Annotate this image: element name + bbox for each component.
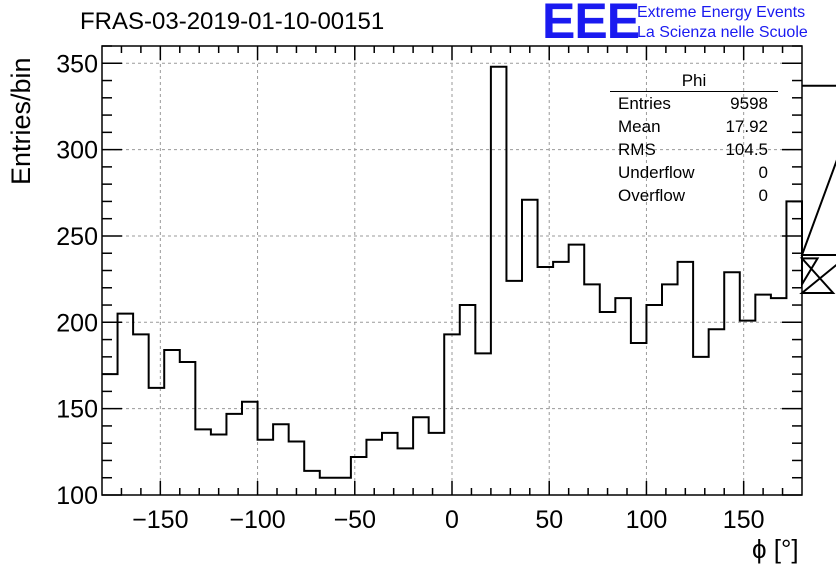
x-tick-label: 150 xyxy=(723,506,765,534)
axis-ticks xyxy=(102,45,802,496)
stats-row-rms: RMS 104.5 xyxy=(610,138,778,161)
stats-row-mean: Mean 17.92 xyxy=(610,115,778,138)
y-tick-label: 100 xyxy=(56,482,98,510)
stats-value: 104.5 xyxy=(725,140,768,159)
y-axis-label: Entries/bin xyxy=(6,57,36,185)
stats-box: Phi Entries 9598 Mean 17.92 RMS 104.5 Un… xyxy=(610,70,778,207)
stats-label: RMS xyxy=(618,140,656,159)
x-tick-label: 100 xyxy=(626,506,668,534)
stats-label: Entries xyxy=(618,94,671,113)
stats-row-overflow: Overflow 0 xyxy=(610,184,778,207)
y-tick-label: 250 xyxy=(56,223,98,251)
x-tick-label: −150 xyxy=(132,506,188,534)
x-tick-label: 50 xyxy=(535,506,563,534)
stats-label: Overflow xyxy=(618,186,686,205)
stats-row-entries: Entries 9598 xyxy=(610,92,778,115)
stats-value: 0 xyxy=(758,186,768,205)
logo-text: Extreme Energy Events La Scienza nelle S… xyxy=(637,3,808,43)
chart-title: FRAS-03-2019-01-10-00151 xyxy=(80,8,385,35)
stats-value: 9598 xyxy=(730,94,768,113)
axis-tick-labels: −150 −100 −50 0 50 100 150 100 150 200 250 300 350 xyxy=(56,50,764,534)
y-tick-label: 200 xyxy=(56,309,98,337)
x-tick-label: −50 xyxy=(334,506,376,534)
x-tick-label: −100 xyxy=(229,506,285,534)
stats-value: 0 xyxy=(758,163,768,182)
eee-logo: EEE xyxy=(542,0,640,49)
stats-row-underflow: Underflow 0 xyxy=(610,161,778,184)
stats-title: Phi xyxy=(610,70,778,92)
grid-lines xyxy=(102,46,802,496)
x-axis-label: ϕ [°] xyxy=(752,534,799,564)
y-tick-label: 150 xyxy=(56,396,98,424)
stats-label: Underflow xyxy=(618,163,695,182)
stats-value: 17.92 xyxy=(725,117,768,136)
x-tick-label: 0 xyxy=(445,506,459,534)
logo-line-2: La Scienza nelle Scuole xyxy=(637,24,808,41)
histogram-step-line xyxy=(102,65,836,479)
stats-label: Mean xyxy=(618,117,661,136)
y-tick-label: 300 xyxy=(56,137,98,165)
logo-line-1: Extreme Energy Events xyxy=(637,4,806,21)
y-tick-label: 350 xyxy=(56,50,98,78)
